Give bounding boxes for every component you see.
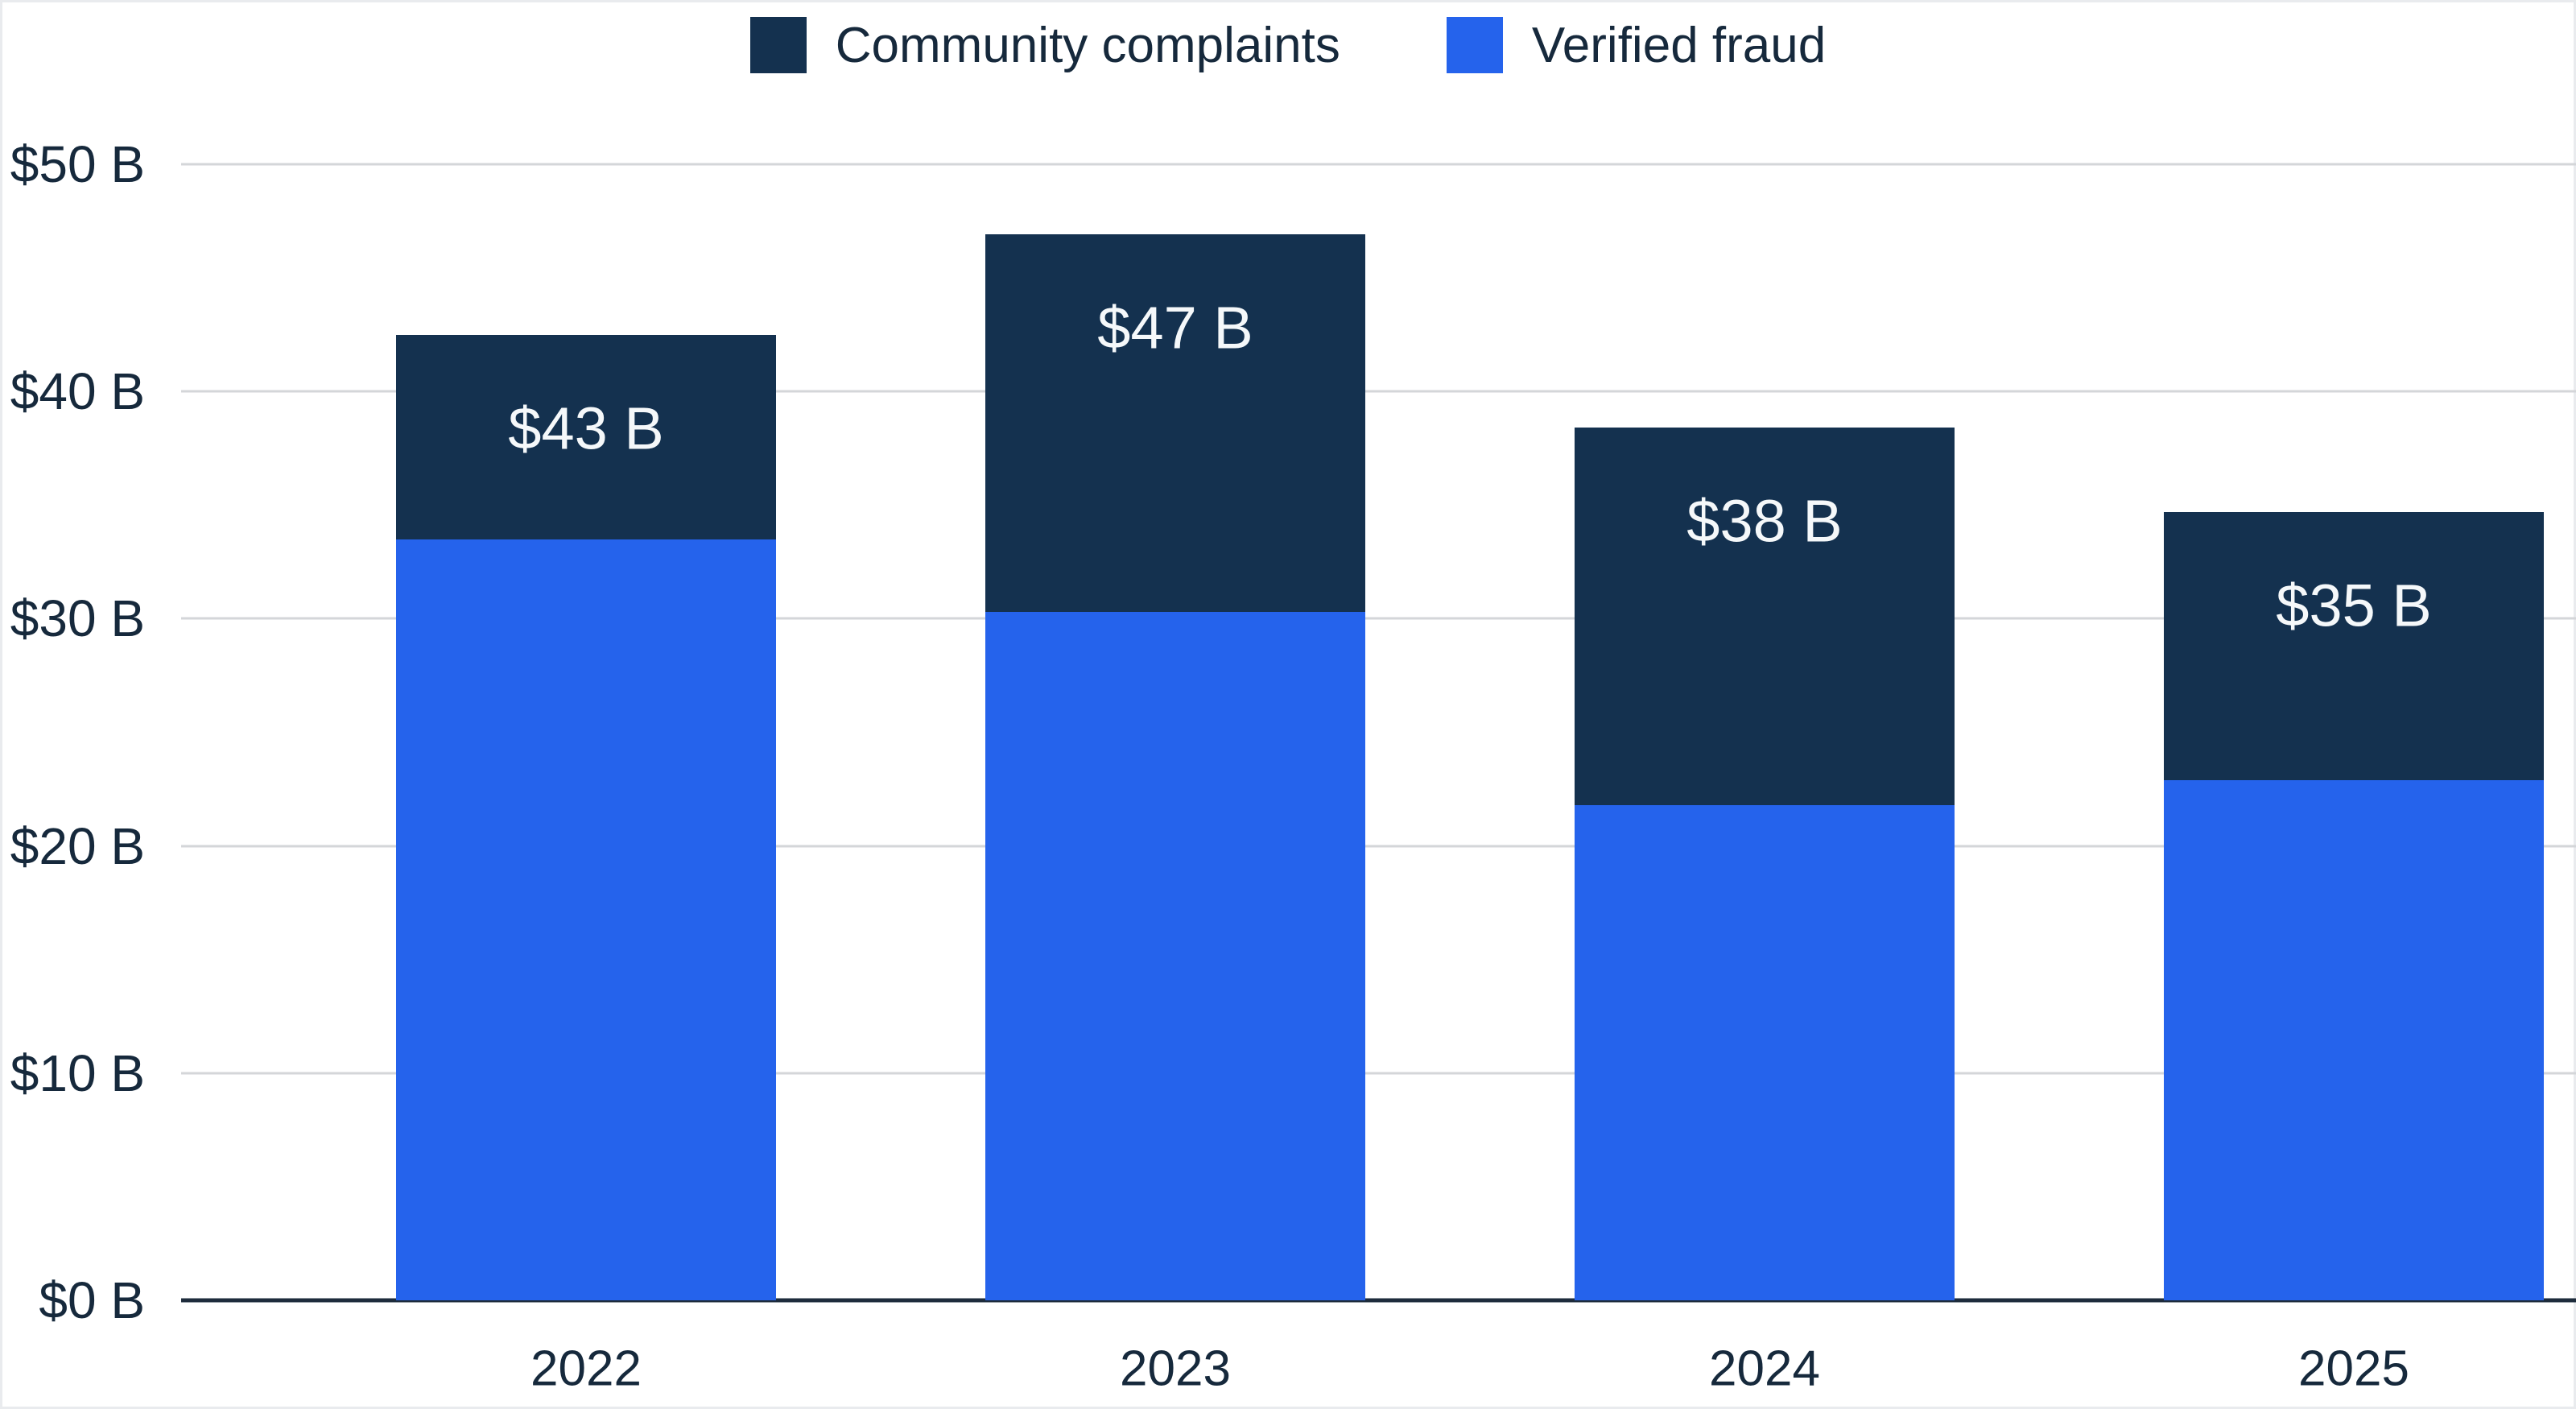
bar-group-2023: $47 B 2023 (985, 0, 1365, 1409)
bar-segment-verified-fraud (1575, 804, 1955, 1300)
y-tick-label: $10 B (10, 1043, 145, 1102)
bar-group-2024: $38 B 2024 (1575, 0, 1955, 1409)
bar-total-label: $38 B (1686, 487, 1843, 555)
y-tick-label: $50 B (10, 135, 145, 193)
y-tick-label: $30 B (10, 589, 145, 648)
bar-segment-verified-fraud (396, 539, 776, 1300)
bar-total-label: $35 B (2276, 572, 2432, 639)
grid-line (181, 390, 2576, 393)
legend-item-verified-fraud: Verified fraud (1446, 17, 1827, 74)
y-tick-label: $0 B (39, 1271, 145, 1329)
y-tick-label: $40 B (10, 362, 145, 421)
legend-swatch-verified-fraud-icon (1446, 17, 1503, 73)
bar-total-label: $43 B (508, 395, 664, 462)
bar-group-2022: $43 B 2022 (396, 0, 776, 1409)
legend-label-verified-fraud: Verified fraud (1531, 17, 1827, 73)
legend-item-community-complaints: Community complaints (749, 17, 1340, 74)
legend-label-community-complaints: Community complaints (835, 17, 1340, 73)
x-axis-label-2025: 2025 (2298, 1341, 2409, 1397)
axis-line (181, 1298, 2576, 1303)
legend-swatch-community-complaints-icon (749, 17, 807, 73)
bar-segment-community-complaints (2164, 511, 2544, 780)
bar-segment-community-complaints (985, 234, 1365, 612)
grid-line (181, 845, 2576, 848)
y-tick-label: $20 B (10, 816, 145, 875)
grid-line (181, 617, 2576, 620)
bar-segment-verified-fraud (2164, 779, 2544, 1300)
grid-line (181, 163, 2576, 166)
x-axis-label-2024: 2024 (1709, 1341, 1820, 1397)
x-axis-label-2022: 2022 (530, 1341, 642, 1397)
bar-segment-verified-fraud (985, 611, 1365, 1300)
bar-segment-community-complaints (1575, 428, 1955, 805)
x-axis-label-2023: 2023 (1120, 1341, 1231, 1397)
bar-total-label: $47 B (1097, 294, 1253, 362)
grid-line (181, 1072, 2576, 1075)
chart-legend: Community complaints Verified fraud (0, 5, 2576, 85)
bar-group-2025: $35 B 2025 (2164, 0, 2544, 1409)
bar-segment-community-complaints (396, 334, 776, 539)
